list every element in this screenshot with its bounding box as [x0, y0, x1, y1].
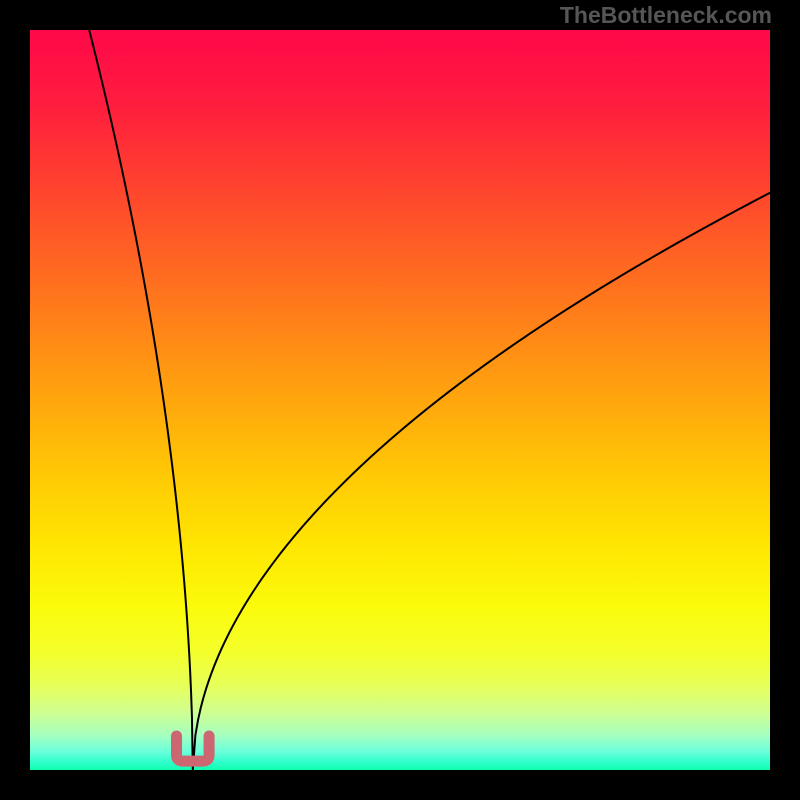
plot-area	[30, 30, 770, 770]
bottleneck-curve	[89, 30, 770, 770]
curve-layer	[30, 30, 770, 770]
watermark-text: TheBottleneck.com	[560, 2, 772, 29]
chart-container: TheBottleneck.com	[0, 0, 800, 800]
